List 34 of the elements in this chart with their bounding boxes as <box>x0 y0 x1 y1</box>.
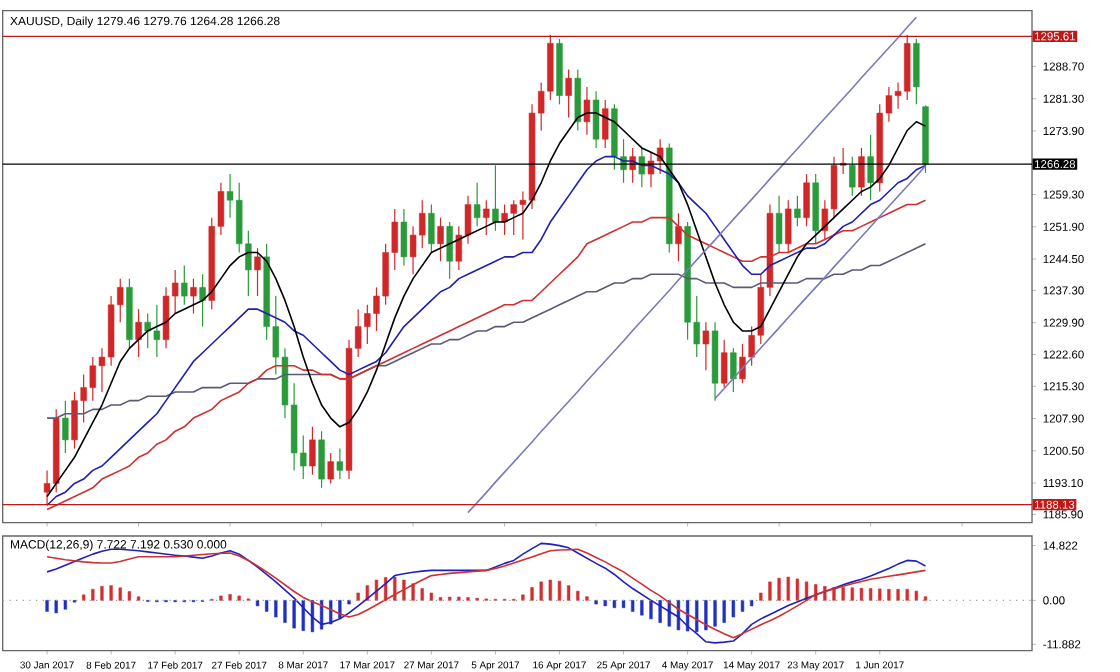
candlestick <box>812 173 819 245</box>
candlestick <box>867 134 874 201</box>
candlestick <box>190 278 197 315</box>
candlestick <box>794 195 801 227</box>
candlestick <box>483 199 490 236</box>
candlestick <box>803 173 810 227</box>
candlestick <box>254 247 261 297</box>
candlestick <box>318 430 325 489</box>
candlestick <box>583 86 591 136</box>
candlestick <box>446 221 453 280</box>
candlestick <box>592 90 600 149</box>
candlestick <box>181 264 188 306</box>
candlestick <box>574 68 581 132</box>
candlestick <box>858 147 865 197</box>
candlestick <box>720 339 728 389</box>
candlestick <box>135 308 142 358</box>
candlestick <box>400 208 408 267</box>
candlestick <box>199 273 206 328</box>
candlestick <box>428 203 435 254</box>
candlestick <box>730 347 737 393</box>
candlestick <box>602 99 609 149</box>
candlestick <box>565 68 572 119</box>
candlestick <box>775 195 783 254</box>
candlestick <box>336 447 344 480</box>
candlestick <box>913 38 920 105</box>
candlestick <box>849 156 856 197</box>
candlestick <box>309 426 316 476</box>
candlestick <box>492 164 499 232</box>
candlestick <box>437 217 444 262</box>
candlestick <box>327 452 334 485</box>
candlestick <box>473 182 481 227</box>
candlestick <box>675 212 682 262</box>
candlestick <box>62 400 69 454</box>
candlestick <box>702 321 710 371</box>
